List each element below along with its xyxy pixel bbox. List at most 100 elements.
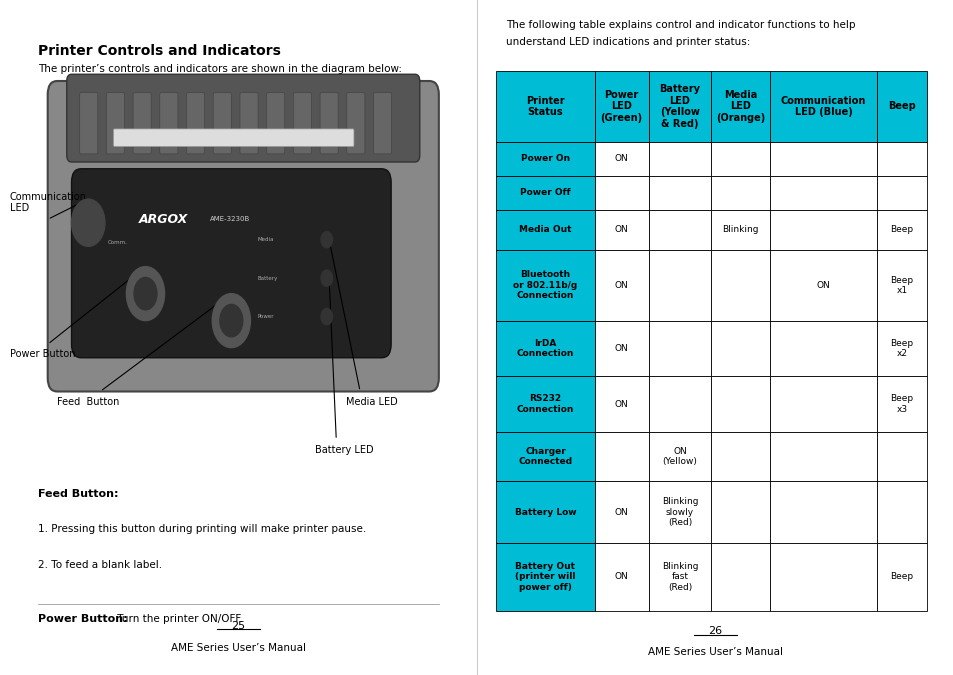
Text: Turn the printer ON/OFF.: Turn the printer ON/OFF. [113,614,242,624]
Text: Communication
LED: Communication LED [10,192,87,213]
Text: ON: ON [614,508,628,516]
Bar [496,377,594,432]
FancyBboxPatch shape [266,92,285,154]
Text: Power Button:: Power Button: [38,614,128,624]
Bar [594,176,648,210]
Text: Beep: Beep [887,101,915,111]
Bar [711,432,769,481]
Text: RS232
Connection: RS232 Connection [517,394,574,414]
Bar [876,210,925,250]
Text: Printer
Status: Printer Status [525,96,564,117]
Bar [496,71,594,142]
Bar [711,543,769,611]
Bar [876,377,925,432]
Text: Blinking: Blinking [721,225,758,234]
Text: Beep
x1: Beep x1 [889,275,912,295]
Bar [594,250,648,321]
FancyBboxPatch shape [48,81,438,392]
Bar [648,250,711,321]
Text: Printer Controls and Indicators: Printer Controls and Indicators [38,44,281,58]
FancyBboxPatch shape [106,92,124,154]
FancyBboxPatch shape [346,92,364,154]
Text: Power Button: Power Button [10,350,75,359]
Text: ON: ON [614,344,628,353]
Text: 1. Pressing this button during printing will make printer pause.: 1. Pressing this button during printing … [38,524,366,535]
Bar [876,321,925,377]
Bar [769,142,877,176]
FancyBboxPatch shape [113,129,354,146]
Bar [648,210,711,250]
Bar [711,210,769,250]
Bar [711,71,769,142]
FancyBboxPatch shape [374,92,391,154]
Text: Battery LED: Battery LED [314,446,373,455]
Bar [648,71,711,142]
Circle shape [320,308,332,325]
Text: AME Series User’s Manual: AME Series User’s Manual [171,643,306,653]
Bar [769,71,877,142]
Bar [711,142,769,176]
Text: Beep: Beep [889,225,912,234]
Circle shape [320,270,332,286]
Text: Comm.: Comm. [107,240,127,246]
Text: Media: Media [257,237,274,242]
Text: Power
LED
(Green): Power LED (Green) [600,90,642,123]
Bar [496,432,594,481]
Text: Beep
x3: Beep x3 [889,394,912,414]
Text: Feed Button:: Feed Button: [38,489,118,500]
Circle shape [71,199,105,246]
Text: Communication
LED (Blue): Communication LED (Blue) [780,96,865,117]
FancyBboxPatch shape [186,92,204,154]
Text: 25: 25 [232,621,245,631]
Bar [876,176,925,210]
Bar [769,321,877,377]
Bar [711,321,769,377]
Circle shape [212,294,250,348]
Text: Battery: Battery [257,275,277,281]
Bar [711,377,769,432]
Text: ON: ON [816,281,829,290]
Circle shape [320,232,332,248]
Bar [594,432,648,481]
Text: ON: ON [614,281,628,290]
Text: Power Off: Power Off [519,188,570,197]
Text: ARGOX: ARGOX [138,213,188,226]
Bar [711,176,769,210]
Text: Battery
LED
(Yellow
& Red): Battery LED (Yellow & Red) [659,84,700,129]
Bar [648,432,711,481]
Bar [648,142,711,176]
Text: The printer’s controls and indicators are shown in the diagram below:: The printer’s controls and indicators ar… [38,64,402,74]
Bar [876,250,925,321]
Bar [594,543,648,611]
FancyBboxPatch shape [319,92,337,154]
Text: Media Out: Media Out [518,225,571,234]
FancyBboxPatch shape [159,92,177,154]
Bar [496,481,594,543]
FancyBboxPatch shape [213,92,231,154]
Text: understand LED indications and printer status:: understand LED indications and printer s… [505,37,749,47]
Bar [496,250,594,321]
Text: 2. To feed a blank label.: 2. To feed a blank label. [38,560,162,570]
Bar [496,543,594,611]
Text: ON
(Yellow): ON (Yellow) [661,447,697,466]
Text: ON: ON [614,400,628,408]
Bar [876,481,925,543]
Bar [648,321,711,377]
Text: Feed  Button: Feed Button [57,397,119,406]
Text: Battery Low: Battery Low [514,508,576,516]
Bar [711,481,769,543]
Text: Charger
Connected: Charger Connected [517,447,572,466]
Bar [769,250,877,321]
Bar [769,210,877,250]
Bar [496,321,594,377]
Circle shape [133,277,156,310]
FancyBboxPatch shape [132,92,151,154]
Circle shape [126,267,165,321]
Text: ON: ON [614,572,628,581]
Bar [648,176,711,210]
Text: The following table explains control and indicator functions to help: The following table explains control and… [505,20,854,30]
Bar [648,377,711,432]
Bar [594,377,648,432]
Text: AME-3230B: AME-3230B [210,217,250,222]
Text: Beep: Beep [889,572,912,581]
